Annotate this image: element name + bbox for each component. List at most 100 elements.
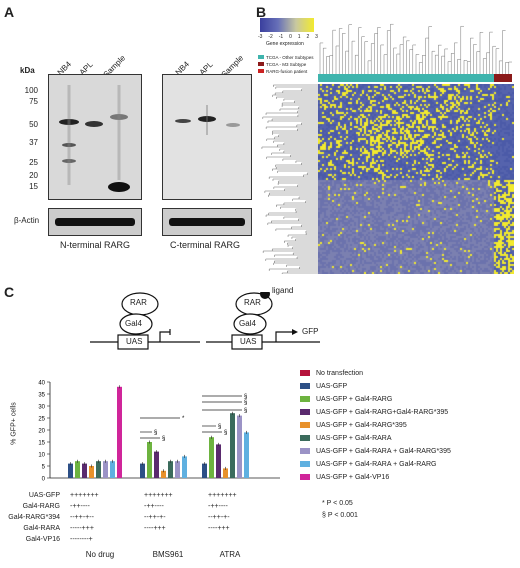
uas-left-label: UAS	[126, 337, 143, 346]
legend-label: UAS-GFP	[316, 383, 348, 390]
bar	[216, 444, 221, 478]
marker-20: 20	[29, 171, 38, 180]
uas-right-label: UAS	[240, 337, 257, 346]
bar	[140, 463, 145, 478]
significance-mark: §	[162, 436, 165, 442]
gal4-left-label: Gal4	[125, 319, 142, 328]
annotation-bar-m3	[494, 74, 512, 82]
y-tick-label: 25	[38, 417, 45, 423]
scale-tick: -1	[278, 34, 284, 40]
bar	[82, 463, 87, 478]
panel-c-letter: C	[4, 284, 15, 300]
y-tick-label: 15	[38, 441, 45, 447]
bar	[154, 451, 159, 478]
gal4-left-shape	[119, 313, 153, 335]
legend-swatch	[300, 396, 310, 403]
caption-c-terminal: C-terminal RARG	[169, 240, 240, 250]
legend-entry: UAS-GFP + Gal4-RARG*395	[300, 422, 407, 429]
significance-mark: §	[224, 430, 227, 436]
legend-label: No transfection	[316, 370, 364, 377]
matrix-nodrug-0: +++++++	[70, 492, 99, 499]
matrix-bms-0: +++++++	[144, 492, 173, 499]
reporter-diagram-svg	[90, 289, 320, 350]
legend-label: UAS-GFP + Gal4-VP16	[316, 474, 390, 481]
matrix-nodrug-2: --++-+--	[70, 514, 94, 521]
uas-left-box	[117, 334, 149, 350]
significance-p005: * P < 0.05	[322, 500, 353, 507]
blot-c-terminal-bands	[163, 75, 251, 199]
legend-entry: UAS-GFP	[300, 383, 347, 390]
scale-tick: -3	[258, 34, 263, 40]
matrix-atra-1: -++----	[208, 503, 228, 510]
matrix-bms-1: -++----	[144, 503, 164, 510]
column-dendrogram	[319, 23, 512, 74]
y-tick-label: 40	[38, 381, 45, 387]
reporter-diagram: RAR Gal4 UAS RAR Gal4 UAS ligand GFP	[80, 286, 340, 352]
legend-entry: UAS-GFP + Gal4-VP16	[300, 474, 389, 481]
significance-mark: §	[244, 408, 247, 414]
y-axis-title: % GFP+ cells	[10, 402, 18, 445]
legend-label: UAS-GFP + Gal4-RARA	[316, 435, 392, 442]
marker-25: 25	[29, 158, 38, 167]
panel-a-letter: A	[4, 4, 15, 20]
scale-tick: 3	[315, 34, 318, 40]
gal4-right-shape	[233, 313, 267, 335]
group-label-no-drug: No drug	[85, 550, 115, 559]
matrix-nodrug-3: -----+++	[70, 525, 94, 532]
scale-tick: 1	[297, 34, 301, 40]
legend-label: UAS-GFP + Gal4-RARG*395	[316, 422, 407, 429]
legend-entry: UAS-GFP + Gal4-RARG+Gal4-RARG*395	[300, 409, 448, 416]
y-tick-label: 35	[38, 393, 45, 399]
matrix-bms-3: ----+++	[144, 525, 166, 532]
color-scale-bar	[260, 18, 314, 32]
color-scale-ticks: -3 -2 -1 0 1 2 3	[258, 34, 318, 40]
uas-right-box	[231, 334, 263, 350]
legend-swatch	[300, 422, 310, 429]
matrix-bms-2: --++-+-	[144, 514, 166, 521]
bar	[244, 432, 249, 478]
legend-entry: UAS-GFP + Gal4-RARA + Gal4-RARG	[300, 461, 436, 468]
color-scale-title: Gene expression	[266, 41, 304, 47]
significance-p0001: § P < 0.001	[322, 512, 358, 519]
significance-mark: §	[244, 400, 247, 406]
legend-swatch	[300, 435, 310, 442]
legend-entry: UAS-GFP + Gal4-RARG	[300, 396, 392, 403]
matrix-nodrug-4: --------+	[70, 536, 93, 543]
scale-tick: 2	[306, 34, 310, 40]
heatmap-panel: -3 -2 -1 0 1 2 3 Gene expression TCGA - …	[256, 16, 520, 278]
actin-blot-left	[48, 208, 142, 236]
marker-15: 15	[29, 182, 38, 191]
heatmap-matrix	[318, 84, 514, 274]
y-tick-label: 10	[38, 453, 45, 459]
rar-right-label: RAR	[244, 298, 261, 307]
bar	[75, 461, 80, 478]
actin-blot-right	[162, 208, 252, 236]
legend-entry: UAS-GFP + Gal4-RARA + Gal4-RARG*395	[300, 448, 451, 455]
legend-label: UAS-GFP + Gal4-RARG	[316, 396, 393, 403]
significance-mark: §	[218, 424, 221, 430]
ligand-circle	[260, 289, 270, 299]
marker-100: 100	[24, 86, 38, 95]
bar	[182, 456, 187, 478]
y-tick-label: 30	[38, 405, 45, 411]
marker-37: 37	[29, 138, 38, 147]
legend-swatch	[300, 370, 310, 377]
matrix-row-uas-gfp: UAS-GFP	[28, 492, 60, 499]
bar	[89, 466, 94, 478]
matrix-nodrug-1: -++----	[70, 503, 90, 510]
legend-swatch	[300, 383, 310, 390]
legend-entry: UAS-GFP + Gal4-RARA	[300, 435, 392, 442]
legend-rarg-fusion: RARG-fusion patient	[258, 68, 314, 75]
heatmap-legend: TCGA - Other Subtypes TCGA - M3 Subtype …	[258, 54, 314, 75]
legend-swatch	[300, 461, 310, 468]
bar	[117, 386, 122, 478]
legend-label: UAS-GFP + Gal4-RARA + Gal4-RARG	[316, 461, 437, 468]
matrix-row-gal4-vp16: Gal4-VP16	[25, 536, 60, 543]
y-tick-label: 0	[42, 477, 46, 483]
bar	[237, 415, 242, 478]
group-label-bms961: BMS961	[152, 550, 184, 559]
blot-n-terminal	[48, 74, 142, 200]
legend-swatch	[300, 448, 310, 455]
group-label-atra: ATRA	[219, 550, 241, 559]
bar	[161, 470, 166, 478]
